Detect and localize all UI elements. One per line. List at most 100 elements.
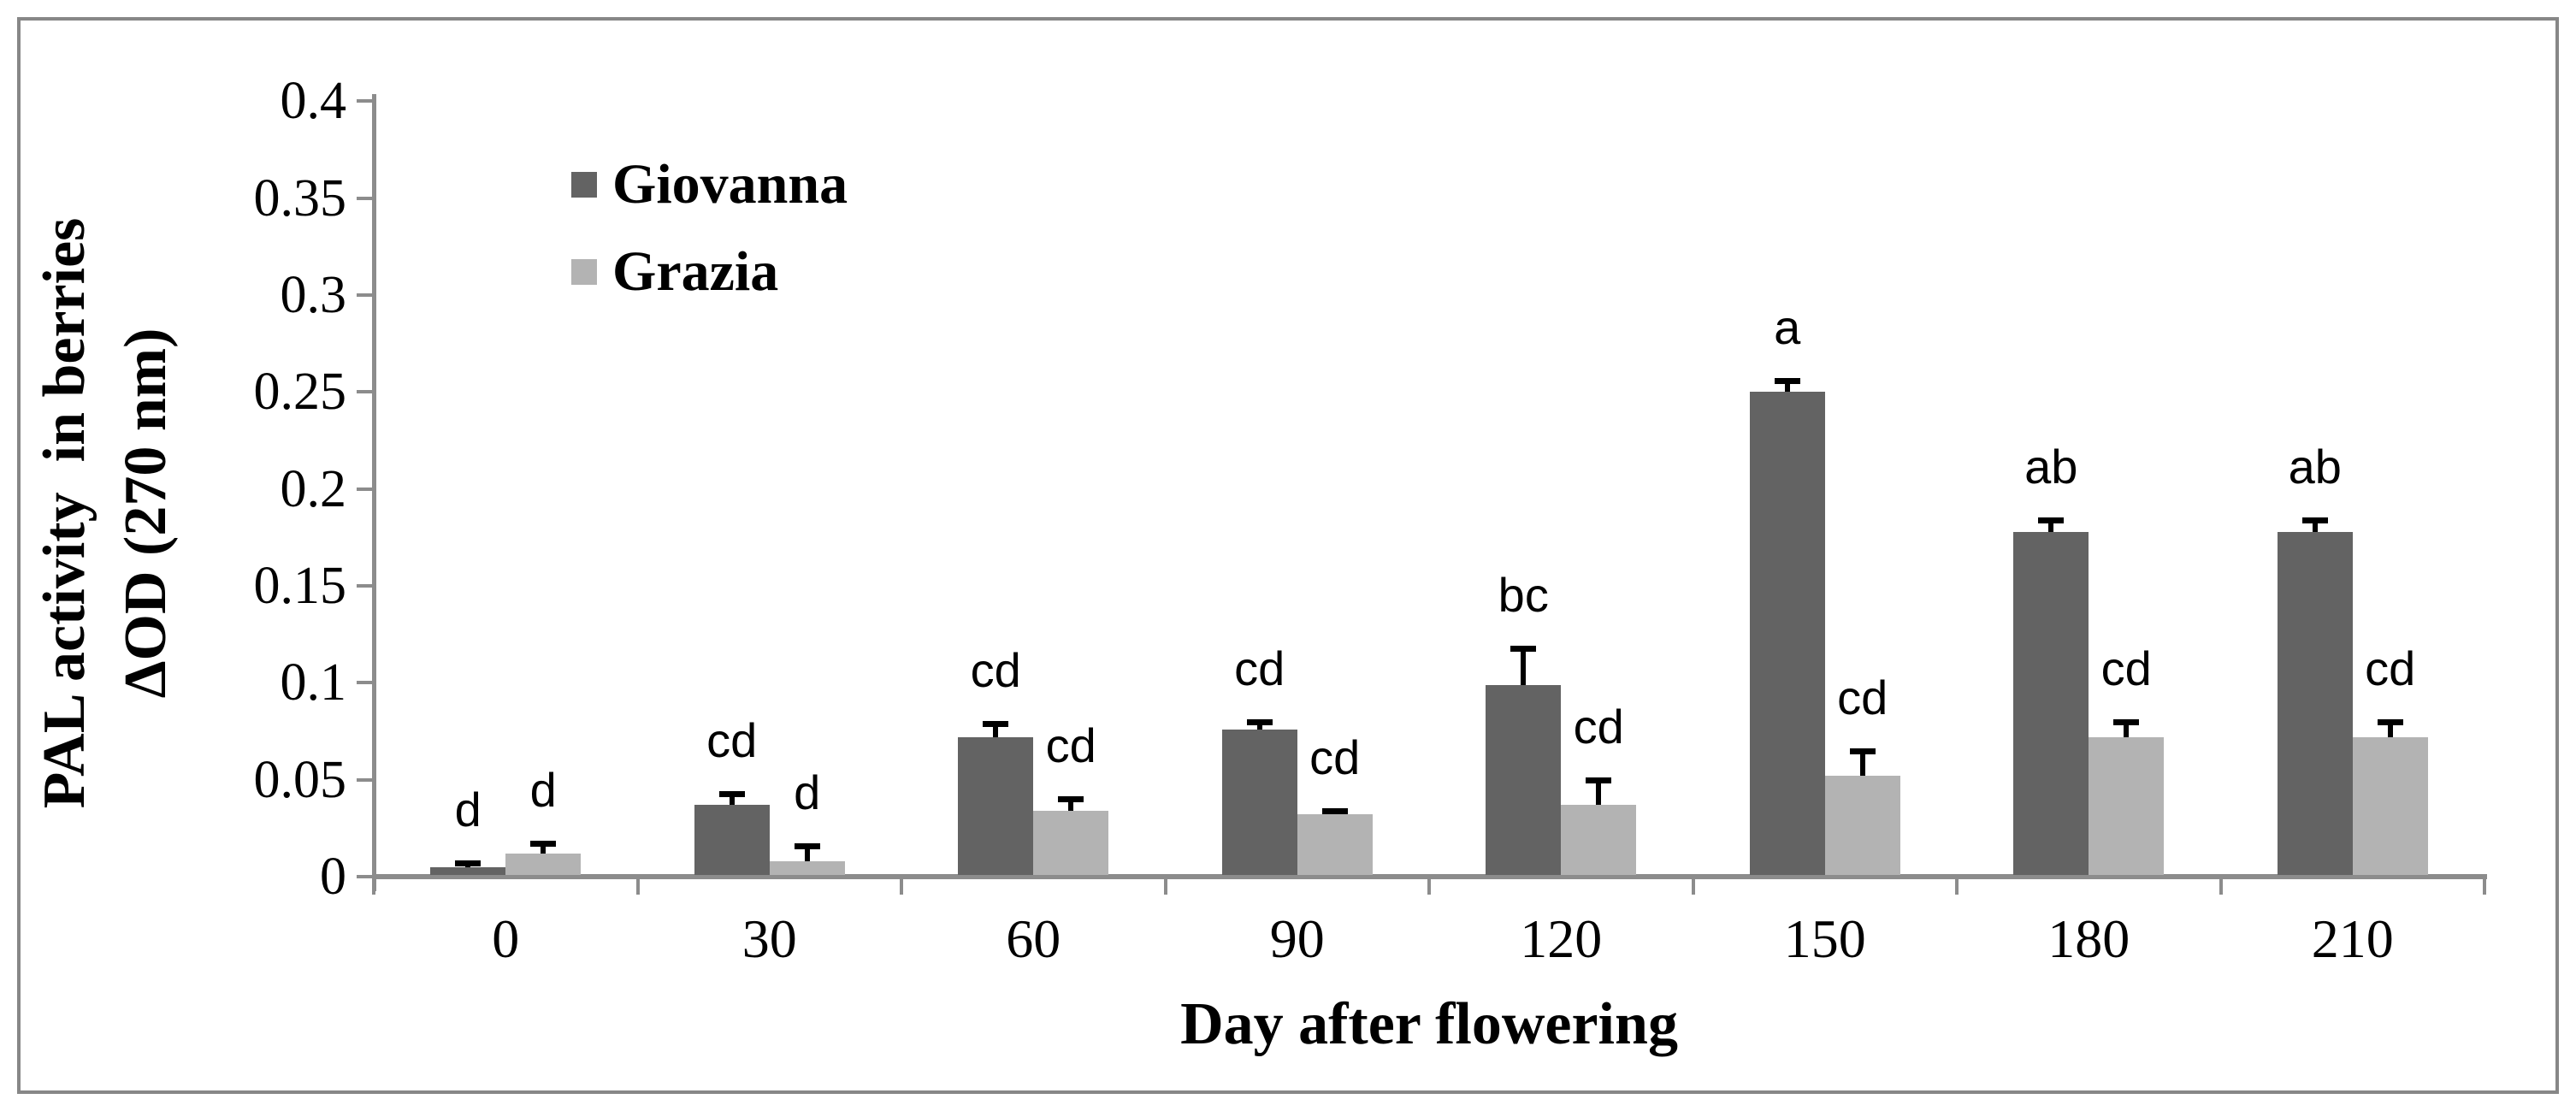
grazia-swatch-icon (571, 259, 597, 285)
error-bar-cap (983, 720, 1009, 727)
significance-letter: cd (970, 642, 1021, 697)
error-bar-cap (455, 860, 482, 867)
y-axis-tick (357, 777, 372, 782)
bar-giovanna-day60 (958, 736, 1034, 875)
significance-letter: cd (1573, 699, 1624, 753)
x-axis-tick (372, 879, 375, 895)
error-bar-cap (1058, 796, 1084, 803)
y-axis-tick (357, 99, 372, 103)
legend-item-grazia: Grazia (571, 240, 848, 303)
bar-grazia-day210 (2352, 736, 2428, 875)
bar-grazia-day180 (2089, 736, 2165, 875)
significance-letter: cd (706, 712, 758, 767)
x-axis-tick-label: 120 (1520, 908, 1603, 969)
y-axis-tick-label: 0.35 (253, 168, 347, 228)
error-bar-cap (1321, 807, 1348, 814)
error-bar-cap (2301, 517, 2328, 523)
y-axis-tick-label: 0.2 (280, 459, 347, 518)
y-axis-tick (357, 390, 372, 394)
legend-item-giovanna: Giovanna (571, 153, 848, 216)
error-bar-stem (1784, 380, 1790, 393)
significance-letter: d (529, 763, 557, 818)
x-axis-tick (2219, 879, 2223, 895)
error-bar-stem (2312, 519, 2318, 532)
error-bar-cap (1774, 377, 1800, 384)
y-axis-tick-label: 0.25 (253, 363, 347, 422)
bar-grazia-day30 (769, 860, 845, 875)
y-axis-tick-label: 0.4 (280, 72, 347, 131)
error-bar-cap (2113, 718, 2140, 725)
error-bar-cap (1510, 645, 1537, 652)
giovanna-swatch-icon (571, 172, 597, 198)
error-bar-stem (804, 845, 810, 861)
error-bar-cap (2038, 517, 2065, 523)
bar-giovanna-day30 (694, 805, 770, 875)
x-axis-tick (900, 879, 903, 895)
y-axis-line (372, 94, 376, 891)
error-bar-stem (1596, 779, 1602, 806)
x-axis-tick-label: 30 (741, 908, 797, 969)
x-axis-tick (1163, 879, 1167, 895)
significance-letter: d (454, 783, 482, 837)
bar-grazia-day90 (1297, 814, 1373, 875)
y-axis-tick (357, 583, 372, 588)
x-axis-tick-label: 60 (1006, 908, 1061, 969)
y-axis-tick (357, 196, 372, 200)
error-bar-stem (729, 793, 735, 806)
x-axis-tick-label: 180 (2047, 908, 2130, 969)
significance-letter: cd (1234, 641, 1285, 695)
significance-letter: cd (2365, 641, 2416, 695)
error-bar-stem (1256, 721, 1262, 730)
y-axis-tick (357, 681, 372, 685)
x-axis-tick (1955, 879, 1959, 895)
significance-letter: bc (1498, 567, 1549, 622)
error-bar-stem (2387, 721, 2393, 737)
legend-label-giovanna: Giovanna (612, 153, 848, 216)
bar-giovanna-day0 (430, 866, 506, 875)
x-axis-tick (635, 879, 640, 895)
legend-label-grazia: Grazia (612, 240, 779, 303)
x-axis-line (372, 874, 2487, 879)
y-axis-tick (357, 487, 372, 491)
legend: Giovanna Grazia (571, 153, 848, 334)
error-bar-cap (2377, 718, 2403, 725)
y-axis-tick (357, 875, 372, 878)
error-bar-cap (530, 841, 557, 848)
x-axis-tick-label: 0 (492, 908, 520, 969)
y-axis-tick-label: 0.3 (280, 265, 347, 324)
error-bar-cap (1246, 718, 1273, 725)
bar-giovanna-day180 (2013, 531, 2089, 875)
y-axis-title-line1: PAL activity in berries (32, 217, 97, 809)
bar-giovanna-day150 (1749, 392, 1825, 875)
error-bar-cap (718, 790, 745, 797)
error-bar-cap (1586, 777, 1612, 783)
significance-letter: cd (1045, 718, 1096, 773)
x-axis-tick (1691, 879, 1695, 895)
error-bar-cap (794, 842, 820, 849)
bar-grazia-day60 (1033, 810, 1109, 875)
y-axis-tick-label: 0.1 (280, 653, 347, 712)
significance-letter: ab (2024, 439, 2078, 493)
y-axis-tick-label: 0.05 (253, 750, 347, 809)
x-axis-title: Day after flowering (1180, 991, 1678, 1057)
bar-grazia-day0 (505, 853, 582, 875)
significance-letter: cd (2100, 641, 2152, 695)
x-axis-tick (1427, 879, 1431, 895)
error-bar-stem (1521, 647, 1527, 685)
y-axis-tick (357, 293, 372, 297)
significance-letter: cd (1309, 730, 1361, 784)
bar-giovanna-day210 (2277, 531, 2353, 875)
significance-letter: a (1774, 299, 1801, 354)
error-bar-stem (2124, 721, 2130, 737)
x-axis-tick-label: 150 (1783, 908, 1866, 969)
bar-giovanna-day90 (1221, 729, 1297, 875)
y-axis-tick-label: 0 (320, 848, 346, 906)
significance-letter: cd (1837, 670, 1888, 724)
x-axis-tick-label: 90 (1269, 908, 1325, 969)
y-axis-tick-label: 0.15 (253, 556, 347, 615)
x-axis-tick (2483, 879, 2486, 895)
error-bar-cap (1849, 748, 1876, 754)
bar-grazia-day150 (1824, 776, 1900, 875)
error-bar-stem (993, 723, 999, 737)
